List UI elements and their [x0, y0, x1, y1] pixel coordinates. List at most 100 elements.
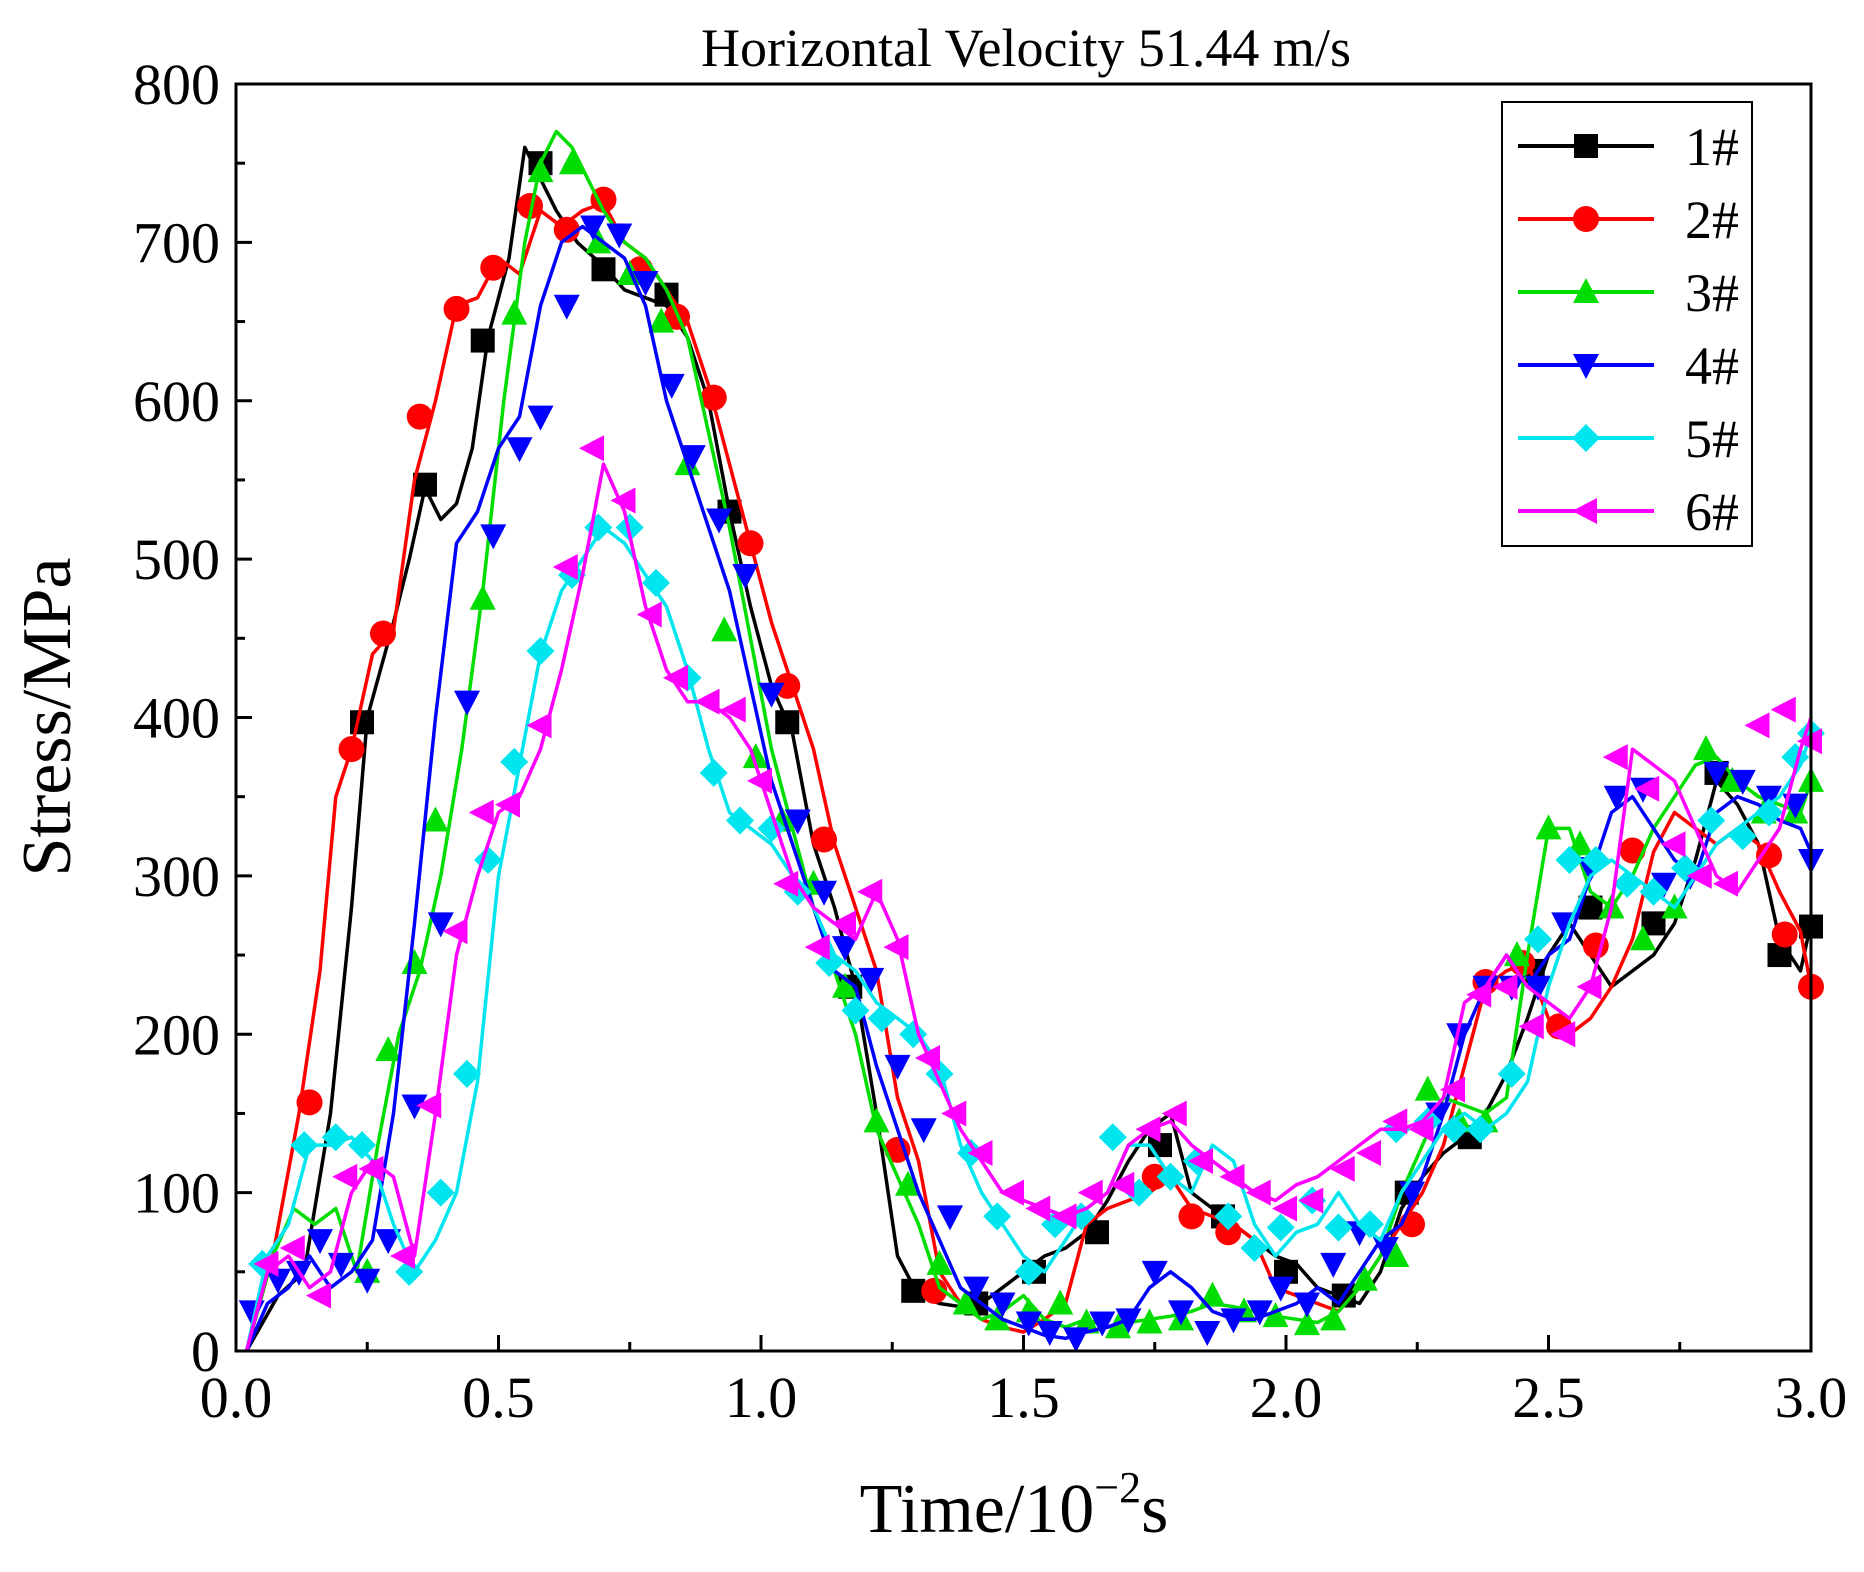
- series-5-marker: [1755, 798, 1783, 827]
- series-4-marker: [784, 809, 811, 835]
- series-2-marker: [811, 826, 837, 853]
- series-1-marker: [470, 328, 495, 353]
- series-4-marker: [706, 508, 732, 534]
- series-6-marker: [1440, 1076, 1465, 1103]
- series-3-marker: [742, 743, 769, 769]
- x-tick-label: 0.0: [200, 1365, 273, 1430]
- series-5-marker: [1214, 1202, 1243, 1231]
- series-6-marker: [306, 1282, 331, 1309]
- series-6-marker: [857, 878, 883, 905]
- series-5-line: [244, 525, 1813, 1352]
- series-4-marker: [1141, 1260, 1168, 1286]
- series-3-marker: [375, 1036, 402, 1062]
- series-5-marker: [726, 806, 754, 835]
- series-6-marker: [915, 1045, 940, 1072]
- series-6-marker: [1686, 862, 1712, 889]
- series-4-marker: [1115, 1308, 1142, 1334]
- series-2-marker: [406, 403, 433, 430]
- series-4-marker: [963, 1276, 990, 1302]
- series-6-marker: [663, 664, 688, 691]
- series-5-marker: [1613, 869, 1642, 898]
- series-3-marker: [422, 806, 449, 832]
- series-5-marker: [1639, 877, 1668, 906]
- series-2-marker: [443, 295, 470, 322]
- y-tick-label: 100: [133, 1161, 220, 1226]
- x-tick-label: 3.0: [1775, 1365, 1848, 1430]
- series-4-marker: [1603, 785, 1630, 811]
- series-3-marker: [952, 1289, 979, 1315]
- series-2-marker: [737, 530, 764, 557]
- y-tick-label: 600: [133, 369, 220, 434]
- y-tick-label: 400: [133, 686, 220, 751]
- series-6-marker: [358, 1155, 384, 1182]
- series-4-marker: [937, 1205, 963, 1231]
- legend: 1# 2# 3# 4# 5# 6#: [1501, 101, 1753, 547]
- series-6-marker: [416, 1092, 442, 1119]
- series-6-marker: [1518, 1013, 1544, 1040]
- series-5-marker: [395, 1257, 424, 1286]
- y-tick-label: 500: [133, 527, 220, 592]
- tick-labels: 0.0 0.5 1.0 1.5 2.0 2.5 3.0 0 100 200 300 400 500 600…: [133, 52, 1847, 1430]
- series-6-marker: [1272, 1195, 1297, 1222]
- series-2-marker: [553, 216, 580, 243]
- series-3-marker: [832, 972, 858, 998]
- series-5-marker: [321, 1123, 350, 1152]
- y-tick-label: 800: [133, 52, 220, 117]
- chart-title: Horizontal Velocity 51.44 m/s: [701, 18, 1351, 78]
- series-6-marker: [1077, 1179, 1103, 1206]
- series-5-marker: [1266, 1213, 1295, 1242]
- series-6-marker: [1188, 1147, 1213, 1174]
- legend-box: [1501, 101, 1753, 547]
- legend-label-6: 6#: [1685, 482, 1739, 542]
- series-4-marker: [354, 1268, 381, 1294]
- series-3-marker: [1693, 735, 1719, 761]
- series-4-marker: [375, 1229, 402, 1255]
- series-4-marker: [758, 682, 785, 708]
- series-4-marker: [427, 912, 454, 938]
- series-5-marker: [290, 1131, 319, 1160]
- series-3-marker: [1199, 1281, 1226, 1307]
- series-6-marker: [1245, 1179, 1271, 1206]
- y-tick-label: 0: [191, 1319, 220, 1384]
- plot-frame: [234, 82, 1813, 1353]
- series-6-marker: [1025, 1195, 1051, 1222]
- legend-marker-5: [1572, 424, 1600, 452]
- x-axis-label-unit: s: [1141, 1471, 1168, 1548]
- series-4-marker: [527, 405, 554, 431]
- series-5-marker: [1098, 1123, 1127, 1152]
- series-5-marker: [1014, 1257, 1043, 1286]
- series-3-marker: [984, 1305, 1011, 1331]
- series-4-marker: [1220, 1308, 1247, 1334]
- series-5-marker: [1440, 1115, 1468, 1144]
- series-6-marker: [831, 910, 856, 937]
- series-4-marker: [454, 690, 480, 716]
- series-6-marker: [804, 934, 830, 961]
- series-4-marker: [1015, 1311, 1042, 1337]
- series-3-marker: [926, 1249, 953, 1275]
- series-4-marker: [1756, 785, 1782, 811]
- series-5-marker: [1240, 1234, 1269, 1263]
- series-4-marker: [884, 1054, 911, 1080]
- series-2-marker: [370, 620, 396, 647]
- series-6: [244, 435, 1822, 1352]
- series-3-marker: [1047, 1289, 1074, 1315]
- series-6-marker: [1550, 1021, 1576, 1048]
- series-4-marker: [679, 445, 706, 471]
- series-3-marker: [1414, 1075, 1441, 1101]
- series-4-marker: [1372, 1237, 1399, 1263]
- series-5-marker: [1324, 1213, 1353, 1242]
- legend-label-5: 5#: [1685, 409, 1739, 469]
- series-4-marker: [632, 270, 659, 296]
- series-6-marker: [1713, 870, 1738, 897]
- legend-marker-3: [1573, 278, 1599, 303]
- series-5-marker: [1356, 1210, 1384, 1239]
- series-6-marker: [1492, 973, 1518, 1000]
- series-4-marker: [606, 223, 633, 249]
- series-3-marker: [1383, 1241, 1410, 1267]
- series-3-marker: [527, 157, 554, 183]
- series-6-marker: [636, 601, 662, 628]
- y-tick-label: 300: [133, 844, 220, 909]
- series-6-marker: [1051, 1203, 1077, 1230]
- series-6-marker: [694, 688, 720, 715]
